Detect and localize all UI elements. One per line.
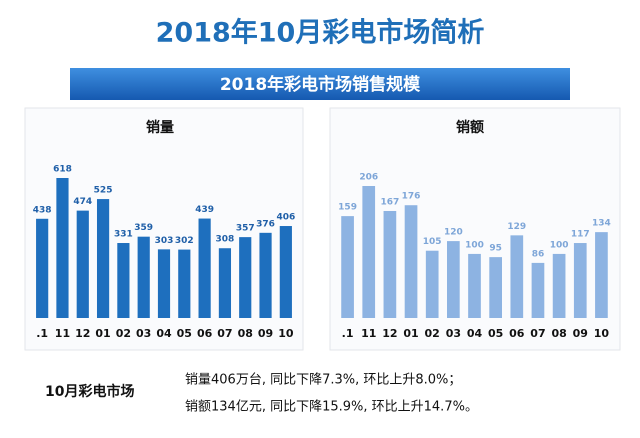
chart-title: 销额 (456, 119, 484, 136)
bar (552, 253, 566, 318)
x-tick-label: 04 (467, 327, 483, 340)
footer-label: 10月彩电市场 (45, 383, 134, 400)
value-label: 134 (592, 219, 611, 229)
x-tick-label: 07 (217, 327, 232, 340)
bar (468, 253, 481, 318)
footer-line: 销量406万台, 同比下降7.3%, 环比上升8.0%； (185, 373, 461, 388)
value-label: 129 (507, 222, 526, 232)
x-tick-label: .1 (36, 327, 48, 340)
value-label: 303 (155, 236, 174, 246)
value-label: 120 (444, 228, 463, 238)
bar (259, 232, 272, 318)
value-label: 376 (256, 219, 275, 229)
value-label: 439 (195, 205, 214, 215)
chart-title: 销量 (146, 119, 174, 136)
value-label: 525 (94, 186, 113, 196)
bar (341, 216, 354, 318)
x-tick-label: 05 (488, 327, 503, 340)
x-tick-label: 06 (509, 327, 525, 340)
x-tick-label: 12 (382, 327, 397, 340)
bar (489, 257, 502, 318)
x-tick-label: .1 (342, 327, 354, 340)
value-label: 308 (216, 235, 235, 245)
bar (362, 186, 376, 318)
bar (56, 178, 69, 318)
value-label: 331 (114, 230, 133, 240)
x-tick-label: 02 (425, 327, 440, 340)
x-tick-label: 03 (446, 327, 461, 340)
bar (157, 249, 171, 318)
bar (96, 199, 110, 318)
x-tick-label: 05 (177, 327, 192, 340)
value-label: 357 (236, 224, 255, 234)
bar (404, 205, 418, 318)
x-tick-label: 08 (551, 327, 566, 340)
x-tick-label: 01 (403, 327, 418, 340)
value-label: 618 (53, 165, 72, 175)
bar (531, 262, 545, 318)
x-tick-label: 01 (95, 327, 110, 340)
value-label: 302 (175, 236, 194, 246)
bar (595, 232, 608, 318)
x-tick-label: 08 (238, 327, 253, 340)
value-label: 159 (338, 203, 357, 213)
banner (70, 68, 570, 100)
value-label: 176 (402, 192, 421, 202)
banner-text: 2018年彩电市场销售规模 (220, 74, 421, 95)
x-tick-label: 07 (530, 327, 545, 340)
value-label: 100 (550, 240, 569, 250)
value-label: 167 (380, 197, 399, 207)
bar (117, 243, 130, 318)
footer-line: 销额134亿元, 同比下降15.9%, 环比上升14.7%。 (185, 400, 478, 415)
x-tick-label: 10 (278, 327, 294, 340)
value-label: 95 (489, 244, 502, 254)
x-tick-label: 12 (75, 327, 90, 340)
bar (137, 236, 150, 318)
value-label: 105 (423, 237, 442, 247)
bar (425, 250, 439, 318)
x-tick-label: 04 (156, 327, 172, 340)
x-tick-label: 09 (573, 327, 588, 340)
bar (198, 218, 211, 318)
bar (510, 235, 524, 318)
x-tick-label: 10 (594, 327, 610, 340)
bar (36, 218, 49, 318)
value-label: 438 (33, 205, 52, 215)
page-title: 2018年10月彩电市场简析 (156, 17, 485, 49)
bar (239, 237, 252, 318)
bar (218, 248, 232, 318)
bar (383, 210, 397, 318)
x-tick-label: 02 (116, 327, 131, 340)
bar (447, 241, 460, 318)
x-tick-label: 11 (361, 327, 376, 340)
value-label: 117 (571, 230, 590, 240)
x-tick-label: 06 (197, 327, 213, 340)
value-label: 406 (276, 213, 295, 223)
value-label: 100 (465, 240, 484, 250)
bar (178, 249, 191, 318)
value-label: 86 (532, 249, 545, 259)
value-label: 474 (73, 197, 92, 207)
bar (76, 210, 89, 318)
x-tick-label: 09 (258, 327, 273, 340)
bar (279, 226, 292, 318)
bar (573, 243, 587, 318)
x-tick-label: 03 (136, 327, 151, 340)
value-label: 206 (359, 173, 378, 183)
value-label: 359 (134, 223, 153, 233)
x-tick-label: 11 (55, 327, 70, 340)
